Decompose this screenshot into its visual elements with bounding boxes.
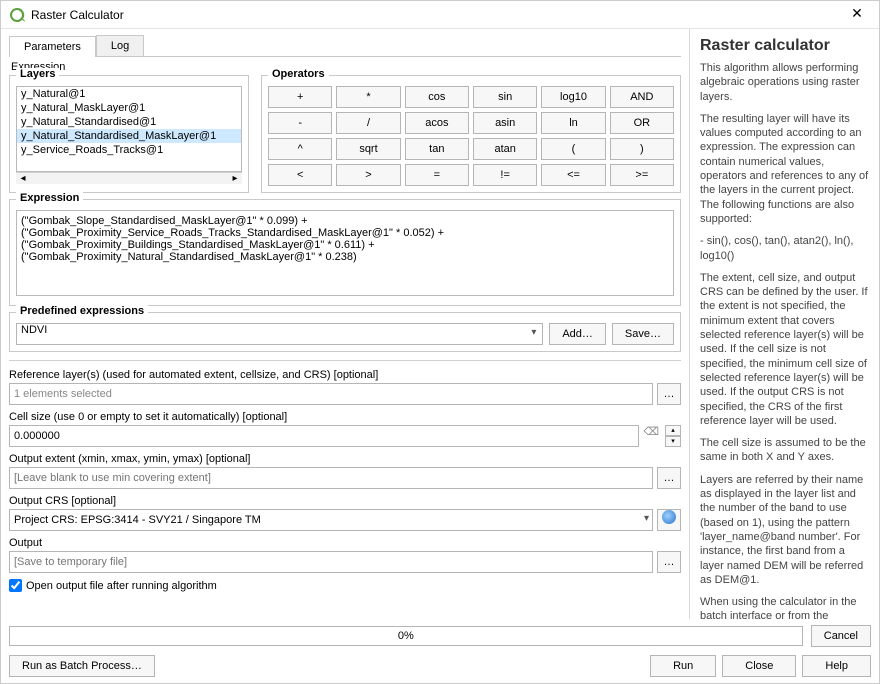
operator-button[interactable]: sin [473,86,537,108]
cell-size-clear-icon[interactable]: ⌫ [643,425,659,447]
open-after-checkbox[interactable] [9,579,22,592]
cell-size-input[interactable] [9,425,639,447]
extent-label: Output extent (xmin, xmax, ymin, ymax) [… [9,453,681,465]
ref-layers-label: Reference layer(s) (used for automated e… [9,369,681,381]
layer-item[interactable]: y_Natural@1 [17,87,241,101]
operator-button[interactable]: atan [473,138,537,160]
output-label: Output [9,537,681,549]
layer-item[interactable]: y_Natural_Standardised@1 [17,115,241,129]
operator-button[interactable]: asin [473,112,537,134]
help-pane: Raster calculator This algorithm allows … [689,29,879,619]
help-text: The resulting layer will have its values… [700,112,869,226]
operator-button[interactable]: < [268,164,332,186]
output-input[interactable] [9,551,653,573]
cell-size-spinner[interactable]: ▴▾ [665,425,681,447]
operator-button[interactable]: >= [610,164,674,186]
operator-button[interactable]: ln [541,112,605,134]
layers-list[interactable]: y_Natural@1 y_Natural_MaskLayer@1 y_Natu… [16,86,242,172]
operator-button[interactable]: / [336,112,400,134]
crs-select[interactable] [9,509,653,531]
run-button[interactable]: Run [650,655,716,677]
crs-label: Output CRS [optional] [9,495,681,507]
layers-group: Layers y_Natural@1 y_Natural_MaskLayer@1… [9,75,249,193]
cancel-progress-button[interactable]: Cancel [811,625,871,647]
extent-browse-button[interactable]: … [657,467,681,489]
operator-button[interactable]: - [268,112,332,134]
open-after-label: Open output file after running algorithm [26,580,217,592]
bottom-area: 0% Cancel Run as Batch Process… Run Clos… [1,619,879,683]
expression-section-label: Expression [11,61,681,73]
operator-button[interactable]: > [336,164,400,186]
operator-button[interactable]: ( [541,138,605,160]
help-button[interactable]: Help [802,655,871,677]
qgis-icon [9,7,25,23]
operator-button[interactable]: = [405,164,469,186]
predefined-add-button[interactable]: Add… [549,323,606,345]
help-title: Raster calculator [700,37,869,55]
layers-hscroll[interactable]: ◂▸ [16,172,242,184]
expression-title: Expression [16,192,83,204]
help-text: This algorithm allows performing algebra… [700,61,869,104]
layer-item[interactable]: y_Natural_MaskLayer@1 [17,101,241,115]
operators-group: Operators +*cossinlog10AND-/acosasinlnOR… [261,75,681,193]
operator-button[interactable]: acos [405,112,469,134]
operator-button[interactable]: ) [610,138,674,160]
tabs-bar: Parameters Log [9,35,681,57]
operator-button[interactable]: tan [405,138,469,160]
left-pane: Parameters Log Expression Layers y_Natur… [1,29,689,619]
help-text: The extent, cell size, and output CRS ca… [700,271,869,428]
operator-button[interactable]: AND [610,86,674,108]
crs-picker-button[interactable] [657,509,681,531]
layer-item[interactable]: y_Natural_Standardised_MaskLayer@1 [17,129,241,143]
operator-button[interactable]: ^ [268,138,332,160]
operator-button[interactable]: * [336,86,400,108]
operator-button[interactable]: != [473,164,537,186]
operator-button[interactable]: cos [405,86,469,108]
operator-button[interactable]: + [268,86,332,108]
help-text: When using the calculator in the batch i… [700,595,869,619]
layer-item[interactable]: y_Service_Roads_Tracks@1 [17,143,241,157]
expression-group: Expression [9,199,681,306]
predefined-save-button[interactable]: Save… [612,323,674,345]
help-text: Layers are referred by their name as dis… [700,473,869,587]
output-browse-button[interactable]: … [657,551,681,573]
expression-textarea[interactable] [16,210,674,296]
close-button[interactable]: Close [722,655,796,677]
help-text: The cell size is assumed to be the same … [700,436,869,465]
progress-bar: 0% [9,626,803,646]
tab-parameters[interactable]: Parameters [9,36,96,57]
close-icon[interactable]: ✕ [843,5,871,25]
predefined-select[interactable]: NDVI [16,323,543,345]
operators-title: Operators [268,68,329,80]
ref-layers-input[interactable] [9,383,653,405]
cell-size-label: Cell size (use 0 or empty to set it auto… [9,411,681,423]
help-text: - sin(), cos(), tan(), atan2(), ln(), lo… [700,234,869,263]
run-batch-button[interactable]: Run as Batch Process… [9,655,155,677]
operator-button[interactable]: <= [541,164,605,186]
titlebar: Raster Calculator ✕ [1,1,879,29]
tab-log[interactable]: Log [96,35,144,56]
layers-title: Layers [16,68,59,80]
ref-layers-browse-button[interactable]: … [657,383,681,405]
window-title: Raster Calculator [31,8,843,22]
predefined-title: Predefined expressions [16,305,148,317]
globe-icon [662,510,676,524]
predefined-value: NDVI [21,324,47,336]
predefined-group: Predefined expressions NDVI Add… Save… [9,312,681,352]
operator-button[interactable]: OR [610,112,674,134]
operator-button[interactable]: log10 [541,86,605,108]
operator-button[interactable]: sqrt [336,138,400,160]
extent-input[interactable] [9,467,653,489]
